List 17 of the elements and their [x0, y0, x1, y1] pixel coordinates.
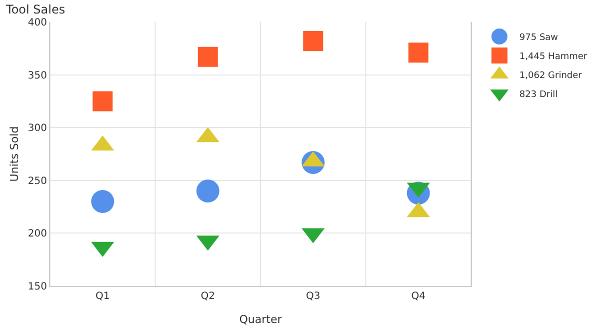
y-axis-title: Units Sold — [8, 126, 21, 182]
y-tick-label: 150 — [28, 282, 47, 292]
y-tick-label: 300 — [28, 123, 47, 134]
chart-title: Tool Sales — [5, 2, 66, 16]
x-tick-label: Q3 — [306, 291, 320, 302]
legend-label: 823 Drill — [519, 90, 558, 100]
y-tick-label: 250 — [28, 176, 47, 187]
x-tick-label: Q2 — [200, 291, 215, 302]
y-tick-label: 200 — [28, 228, 47, 240]
legend-label: 1,445 Hammer — [519, 52, 588, 62]
legend-label: 1,062 Grinder — [519, 71, 582, 82]
x-axis-title: Quarter — [239, 313, 282, 326]
y-tick-label: 350 — [28, 70, 47, 82]
legend-label: 975 Saw — [519, 33, 558, 44]
x-tick-label: Q1 — [96, 291, 110, 302]
x-tick-label: Q4 — [411, 291, 426, 302]
y-tick-label: 400 — [28, 18, 47, 28]
